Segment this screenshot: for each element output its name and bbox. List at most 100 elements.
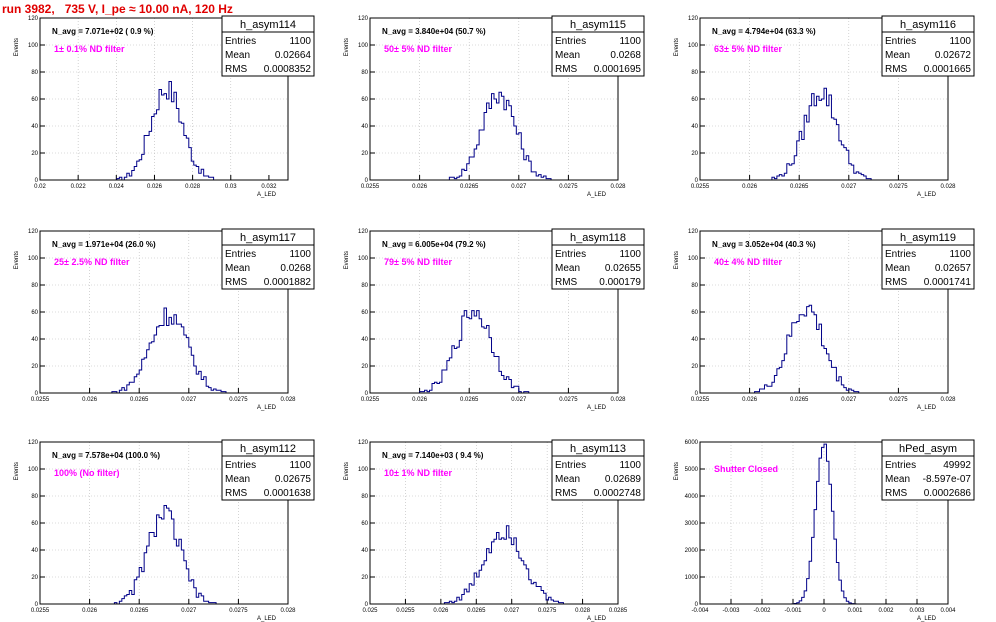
x-tick-label: 0.0275	[538, 608, 557, 614]
x-tick-label: 0.026	[742, 184, 758, 190]
stats-label: Entries	[555, 249, 586, 260]
x-tick-label: 0.0275	[229, 397, 248, 403]
y-tick-label: 60	[361, 521, 368, 527]
plot-frame	[39, 441, 289, 605]
x-tick-label: 0.032	[261, 184, 277, 190]
y-tick-label: 4000	[685, 494, 699, 500]
histogram-name: h_asym114	[240, 19, 296, 31]
x-axis-label: A_LED	[257, 405, 277, 411]
histogram-panel-h_asym119: 0 20 40 60 80 100 120 0.0255 0.026 0.0265 0.027 0.0…	[674, 228, 975, 411]
x-axis-label: A_LED	[587, 616, 607, 622]
x-tick-label: 0.0285	[609, 608, 628, 614]
x-axis-label: A_LED	[587, 405, 607, 411]
x-tick-label: -0.004	[691, 608, 709, 614]
x-axis-label: A_LED	[587, 192, 607, 198]
y-tick-label: 20	[31, 575, 38, 581]
x-tick-label: 0.0255	[31, 397, 50, 403]
histogram-line	[700, 304, 948, 394]
histogram-name: h_asym113	[570, 443, 626, 455]
y-tick-label: 100	[688, 256, 699, 262]
x-tick-label: 0.024	[109, 184, 125, 190]
stats-body-box	[221, 244, 315, 290]
stats-box: h_asym116 Entries 1100 Mean 0.02672 RMS 0.0001…	[881, 15, 975, 77]
stats-value: 0.02689	[605, 474, 642, 485]
x-tick-label: 0.028	[185, 184, 201, 190]
y-axis-label: Events	[14, 462, 20, 480]
y-axis-label: Events	[674, 38, 680, 56]
x-tick-label: 0.028	[610, 397, 626, 403]
x-tick-label: 0.0265	[130, 397, 149, 403]
histogram-line	[370, 310, 618, 394]
x-tick-label: 0.022	[71, 184, 87, 190]
x-tick-label: 0.0275	[559, 184, 578, 190]
x-tick-label: 0.002	[878, 608, 894, 614]
navg-annotation: N_avg = 3.840e+04 (50.7 %)	[382, 27, 486, 36]
x-tick-label: -0.003	[722, 608, 740, 614]
y-tick-label: 100	[688, 43, 699, 49]
navg-annotation: N_avg = 6.005e+04 (79.2 %)	[382, 240, 486, 249]
histogram-panel-h_asym115: 0 20 40 60 80 100 120 0.0255 0.026 0.0265 0.027 0.0…	[344, 15, 645, 198]
x-tick-label: 0.027	[181, 397, 197, 403]
x-tick-label: 0.028	[280, 397, 296, 403]
stats-label: Mean	[225, 263, 250, 274]
stats-value: 0.02672	[935, 50, 972, 61]
navg-annotation: N_avg = 4.794e+04 (63.3 %)	[712, 27, 816, 36]
stats-box: hPed_asym Entries 49992 Mean -8.597e-07 RMS 0.…	[881, 439, 975, 501]
x-tick-label: 0.0265	[790, 184, 809, 190]
page-title: run 3982, 735 V, I_pe ≈ 10.00 nA, 120 Hz	[2, 2, 233, 16]
x-tick-label: 0.026	[82, 397, 98, 403]
stats-body-box	[881, 244, 975, 290]
y-tick-label: 80	[691, 70, 698, 76]
stats-body-box	[221, 455, 315, 501]
filter-label: 100% (No filter)	[54, 468, 120, 478]
stats-value: 1100	[949, 249, 971, 260]
y-tick-label: 20	[361, 364, 368, 370]
y-tick-label: 20	[361, 151, 368, 157]
y-tick-label: 60	[691, 310, 698, 316]
stats-box: h_asym115 Entries 1100 Mean 0.0268 RMS 0.00016…	[551, 15, 645, 77]
x-tick-label: 0.0265	[790, 397, 809, 403]
stats-box: h_asym117 Entries 1100 Mean 0.0268 RMS 0.00018…	[221, 228, 315, 290]
stats-label: Mean	[225, 50, 250, 61]
x-tick-label: 0.028	[280, 608, 296, 614]
y-axis-label: Events	[674, 251, 680, 269]
y-tick-label: 6000	[685, 440, 699, 446]
y-tick-label: 100	[358, 467, 369, 473]
y-tick-label: 80	[361, 494, 368, 500]
x-tick-label: 0.0255	[396, 608, 415, 614]
y-tick-label: 60	[31, 310, 38, 316]
x-tick-label: 0.0265	[460, 184, 479, 190]
histogram-panel-hPed_asym: 0 1000 2000 3000 4000 5000 6000 -0.004 -0.003 -0.…	[674, 439, 975, 622]
x-tick-label: 0.028	[940, 397, 956, 403]
plot-frame	[369, 441, 619, 605]
histogram-line	[40, 307, 288, 394]
stats-label: RMS	[555, 64, 578, 75]
stats-value: 1100	[949, 36, 971, 47]
stats-label: Entries	[555, 36, 586, 47]
stats-value: 0.0008352	[264, 64, 312, 75]
y-tick-label: 0	[695, 178, 699, 184]
x-axis-label: A_LED	[917, 192, 937, 198]
stats-label: Entries	[885, 36, 916, 47]
stats-value: 0.0001638	[264, 488, 312, 499]
histogram-name: hPed_asym	[899, 443, 957, 455]
navg-annotation: N_avg = 7.071e+02 ( 0.9 %)	[52, 27, 154, 36]
y-tick-label: 5000	[685, 467, 699, 473]
x-tick-label: 0.027	[841, 397, 857, 403]
stats-label: RMS	[225, 64, 248, 75]
y-tick-label: 60	[31, 97, 38, 103]
histogram-line	[700, 87, 948, 181]
filter-label: 25± 2.5% ND filter	[54, 257, 130, 267]
stats-value: 0.0001741	[924, 277, 972, 288]
plot-frame	[39, 230, 289, 394]
stats-value: 1100	[289, 36, 311, 47]
x-tick-label: 0.0255	[361, 397, 380, 403]
y-tick-label: 3000	[685, 521, 699, 527]
histogram-panel-h_asym118: 0 20 40 60 80 100 120 0.0255 0.026 0.0265 0.027 0.0…	[344, 228, 645, 411]
y-axis-label: Events	[344, 38, 350, 56]
x-tick-label: 0.027	[181, 608, 197, 614]
x-tick-label: 0.026	[82, 608, 98, 614]
stats-label: Entries	[225, 460, 256, 471]
y-tick-label: 80	[31, 494, 38, 500]
stats-label: RMS	[555, 488, 578, 499]
